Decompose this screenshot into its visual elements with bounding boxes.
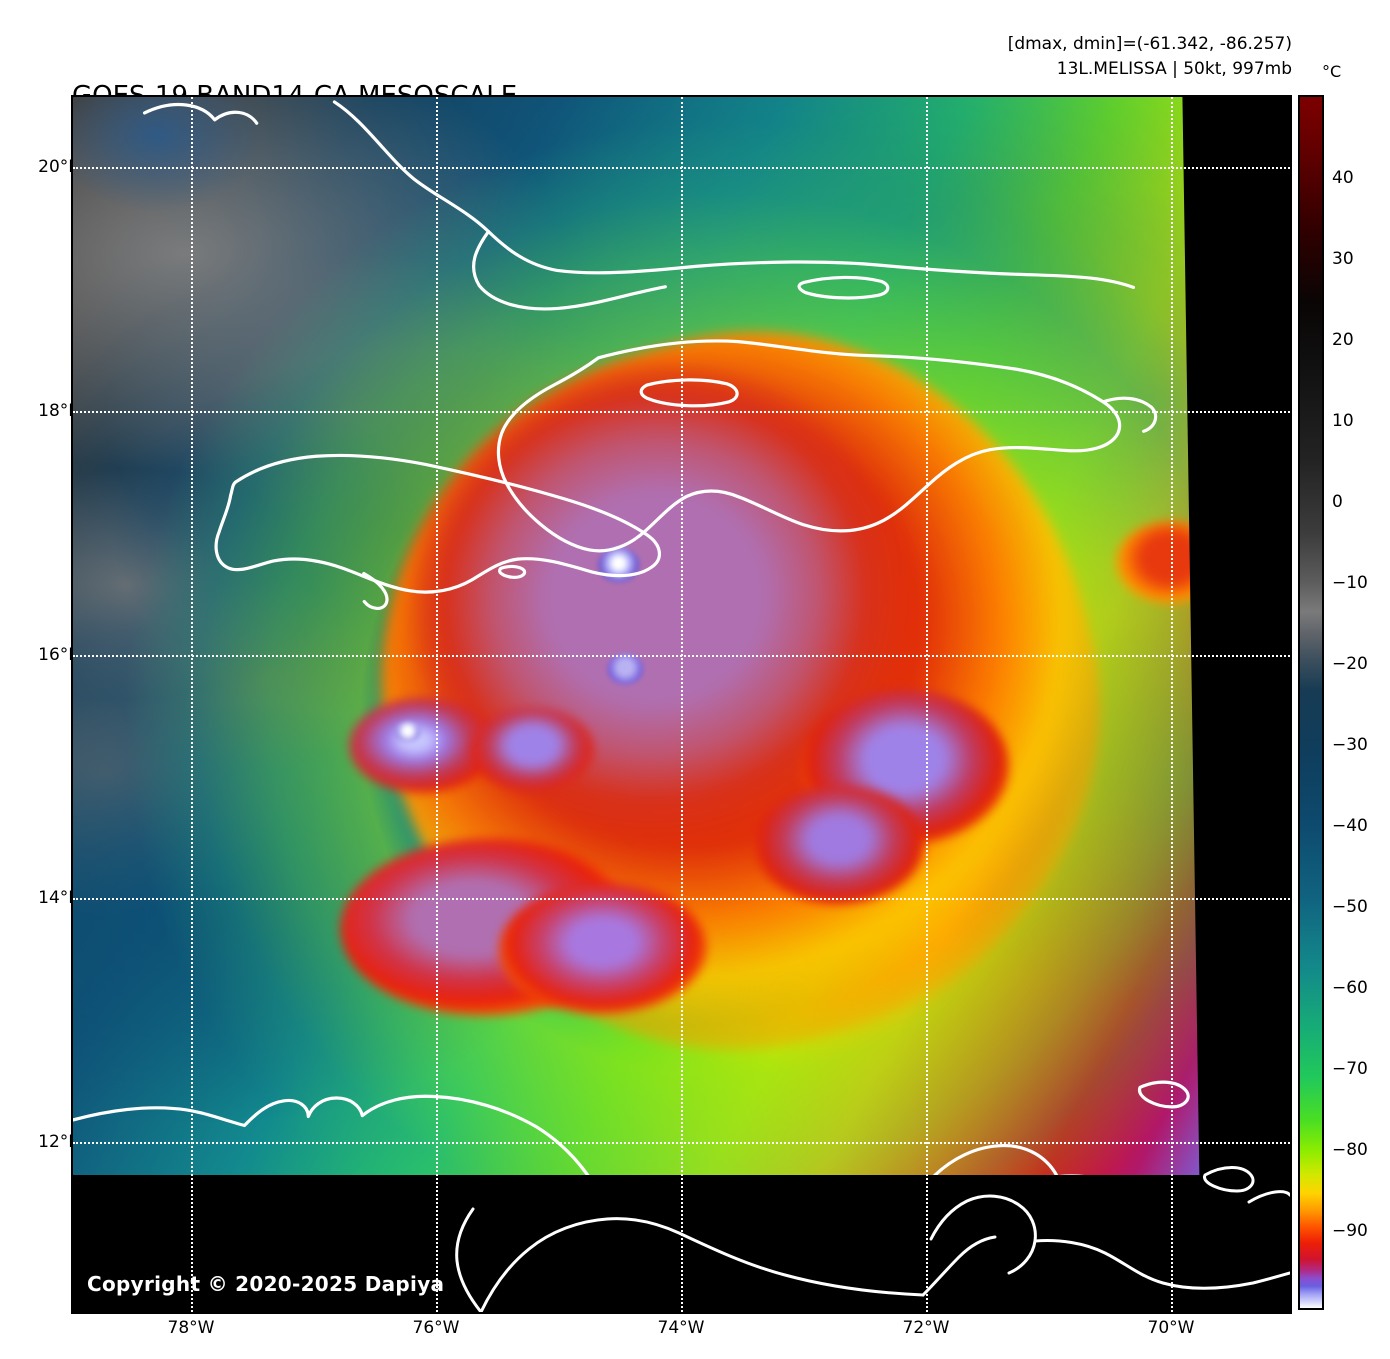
overshooting-top-secondary bbox=[606, 653, 644, 685]
cb-tick-1: 30 bbox=[1332, 249, 1354, 269]
y-tick-4: 12°N bbox=[38, 1132, 81, 1152]
overshooting-top-primary bbox=[597, 546, 640, 583]
plot-black-right bbox=[1220, 97, 1290, 1312]
cb-tick-11: −70 bbox=[1332, 1059, 1368, 1079]
cb-tick-5: −10 bbox=[1332, 573, 1368, 593]
cb-tick-3: 10 bbox=[1332, 411, 1354, 431]
overshooting-top-west bbox=[395, 721, 421, 742]
x-tick-1: 76°W bbox=[412, 1318, 460, 1338]
metadata-block: [dmax, dmin]=(-61.342, -86.257) 13L.MELI… bbox=[1008, 32, 1292, 81]
cb-tick-4: 0 bbox=[1332, 492, 1343, 512]
dmax-dmin-label: [dmax, dmin]=(-61.342, -86.257) bbox=[1007, 34, 1292, 54]
x-tick-0: 78°W bbox=[167, 1318, 215, 1338]
cb-tick-9: −50 bbox=[1332, 897, 1368, 917]
cb-tick-7: −30 bbox=[1332, 735, 1368, 755]
cb-tick-13: −90 bbox=[1332, 1221, 1368, 1241]
x-tick-3: 72°W bbox=[902, 1318, 950, 1338]
y-tick-1: 18°N bbox=[38, 401, 81, 421]
storm-info-label: 13L.MELISSA | 50kt, 997mb bbox=[1056, 58, 1292, 79]
satellite-data-swath bbox=[73, 97, 1220, 1175]
cb-tick-2: 20 bbox=[1332, 330, 1354, 350]
plot-inner: Copyright © 2020-2025 Dapiya bbox=[73, 97, 1290, 1312]
temperature-colorbar[interactable] bbox=[1298, 95, 1324, 1310]
y-tick-0: 20°N bbox=[38, 157, 81, 177]
cb-tick-0: 40 bbox=[1332, 168, 1354, 188]
copyright-label: Copyright © 2020-2025 Dapiya bbox=[87, 1272, 445, 1296]
cb-tick-10: −60 bbox=[1332, 978, 1368, 998]
swath-skew bbox=[73, 97, 1220, 1175]
y-tick-2: 16°N bbox=[38, 645, 81, 665]
y-tick-3: 14°N bbox=[38, 888, 81, 908]
x-tick-2: 74°W bbox=[657, 1318, 705, 1338]
satellite-image-plot[interactable]: Copyright © 2020-2025 Dapiya bbox=[71, 95, 1292, 1314]
x-tick-4: 70°W bbox=[1147, 1318, 1195, 1338]
cb-tick-12: −80 bbox=[1332, 1140, 1368, 1160]
cb-tick-6: −20 bbox=[1332, 654, 1368, 674]
colorbar-unit-label: °C bbox=[1322, 62, 1342, 81]
cb-tick-8: −40 bbox=[1332, 816, 1368, 836]
